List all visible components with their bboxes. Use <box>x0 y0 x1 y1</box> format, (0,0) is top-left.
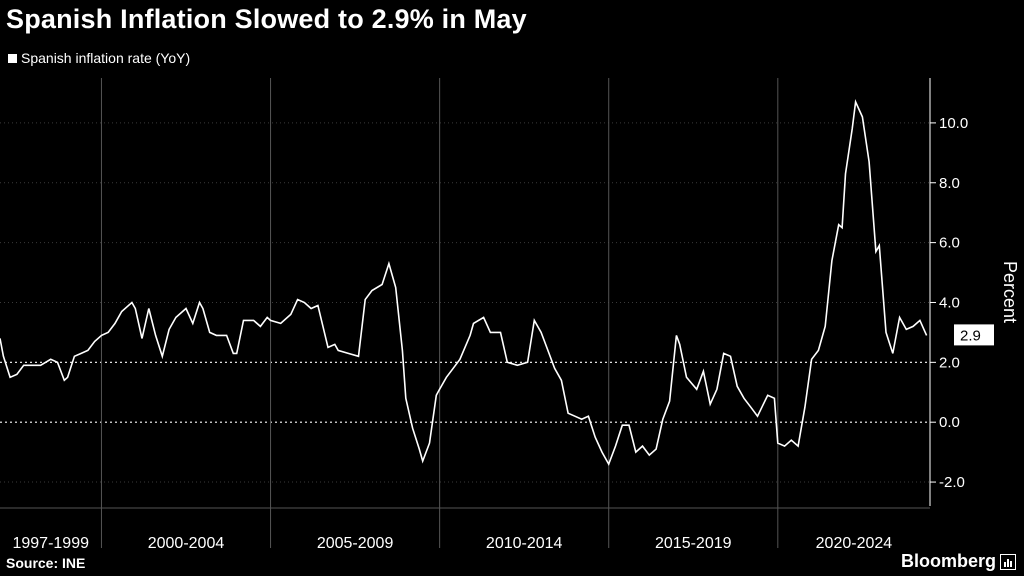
y-axis-label: Percent <box>1000 261 1020 323</box>
x-group-label: 2020-2024 <box>816 535 893 552</box>
last-value-label: 2.9 <box>960 327 981 344</box>
y-tick-label: 8.0 <box>939 175 960 192</box>
x-group-label: 2010-2014 <box>486 535 563 552</box>
brand-name: Bloomberg <box>900 551 996 571</box>
last-value-box <box>954 324 994 346</box>
y-tick-label: 10.0 <box>939 115 968 132</box>
x-group-label: 2005-2009 <box>317 535 394 552</box>
y-tick-label: 2.0 <box>939 354 960 371</box>
legend-label: Spanish inflation rate (YoY) <box>21 50 191 66</box>
brand-logo: Bloomberg <box>901 551 1016 572</box>
y-tick-label: 4.0 <box>939 294 960 311</box>
legend-swatch <box>8 53 17 63</box>
x-group-label: 1997-1999 <box>12 535 89 552</box>
series-line-spanish-inflation <box>0 98 928 466</box>
x-group-label: 2000-2004 <box>148 535 225 552</box>
chart-title: Spanish Inflation Slowed to 2.9% in May <box>6 4 527 34</box>
legend: Spanish inflation rate (YoY) <box>8 50 190 66</box>
x-group-label: 2015-2019 <box>655 535 732 552</box>
bloomberg-bars-icon <box>1000 553 1016 570</box>
y-tick-label: -2.0 <box>939 474 965 491</box>
y-tick-label: 6.0 <box>939 235 960 252</box>
source-note: Source: INE <box>6 555 86 571</box>
y-tick-label: 0.0 <box>939 414 960 431</box>
